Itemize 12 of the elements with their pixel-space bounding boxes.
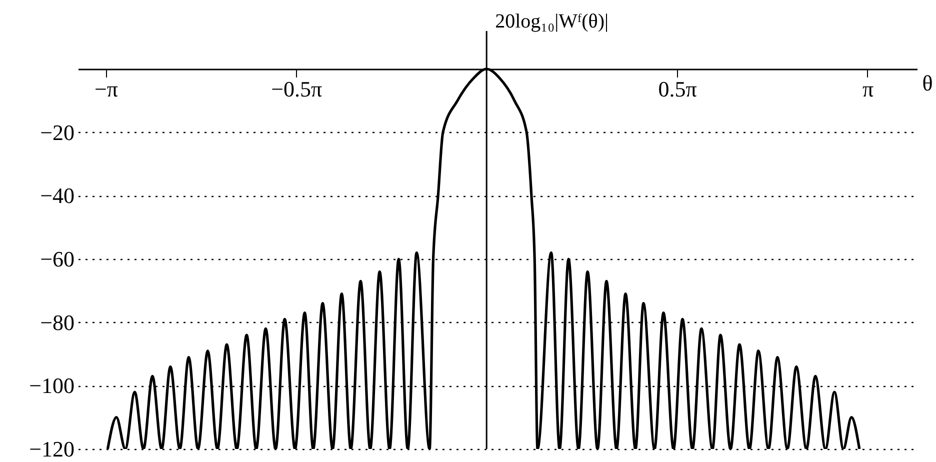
x-tick-label: −0.5π [271, 76, 322, 102]
y-tick-label: −100 [29, 373, 74, 398]
y-tick-label: −120 [29, 436, 74, 462]
y-tick-label: −80 [40, 310, 74, 335]
y-axis-title: 20log₁₀|Wᶠ(θ)| [495, 10, 609, 32]
y-tick-label: −40 [40, 183, 74, 208]
x-axis-title: θ [922, 70, 933, 96]
y-tick-label: −60 [40, 246, 74, 272]
x-tick-label: π [862, 76, 874, 102]
x-tick-label: 0.5π [658, 76, 697, 102]
y-tick-label: −20 [40, 120, 74, 145]
x-tick-label: −π [94, 76, 118, 102]
